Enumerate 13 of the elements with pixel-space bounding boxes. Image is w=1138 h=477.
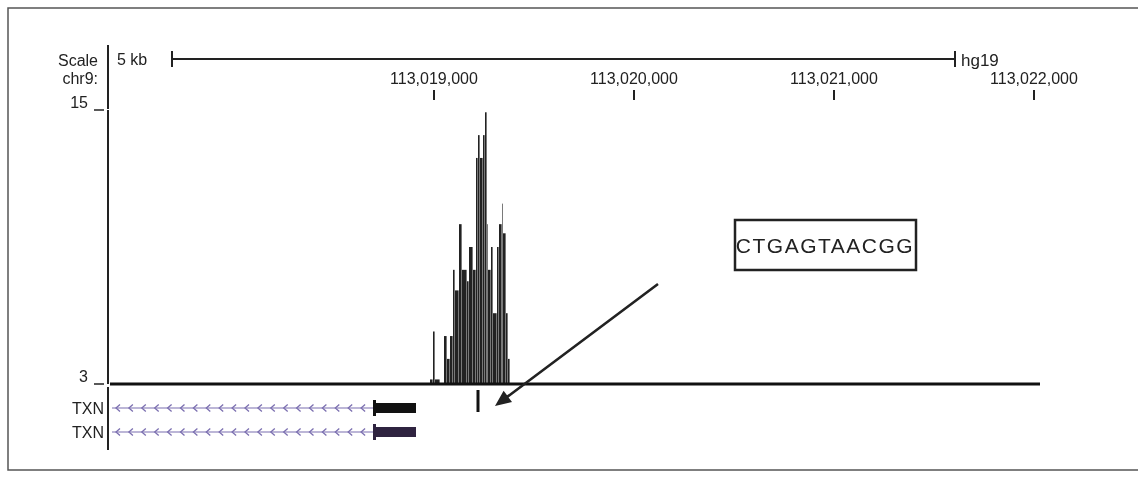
x-tick-label: 113,021,000 <box>790 70 878 87</box>
text: TXN <box>72 400 104 417</box>
x-axis-title: chr9: <box>62 70 98 87</box>
x-tick-label: 113,022,000 <box>990 70 1078 87</box>
x-tick-label: 113,020,000 <box>590 70 678 87</box>
text: Scale <box>57 52 99 69</box>
annotation: CTGAGTAACGG <box>735 234 915 257</box>
x-tick-label: 113,019,000 <box>390 70 478 87</box>
y-tick-label: 15 <box>70 94 89 111</box>
text: 5 kb <box>117 51 148 68</box>
y-tick-label: 3 <box>79 368 89 385</box>
text: hg19 <box>961 51 999 70</box>
text: TXN <box>72 424 104 441</box>
